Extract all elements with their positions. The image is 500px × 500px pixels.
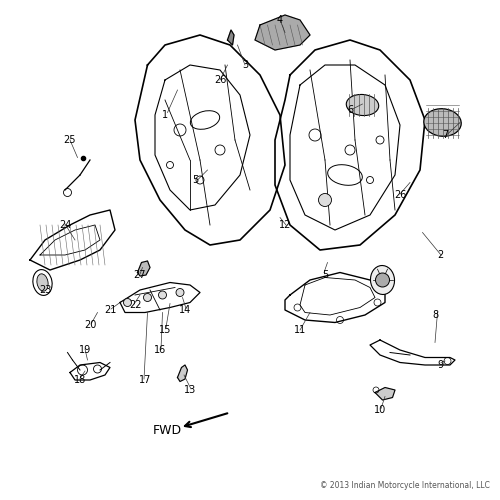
Text: 10: 10 xyxy=(374,405,386,415)
Polygon shape xyxy=(255,15,310,50)
Ellipse shape xyxy=(424,108,461,136)
Circle shape xyxy=(158,291,166,299)
Text: © 2013 Indian Motorcycle International, LLC: © 2013 Indian Motorcycle International, … xyxy=(320,481,490,490)
Text: 22: 22 xyxy=(129,300,141,310)
Text: 8: 8 xyxy=(432,310,438,320)
Text: 13: 13 xyxy=(184,385,196,395)
Text: FWD: FWD xyxy=(152,424,182,436)
Text: 26: 26 xyxy=(214,75,226,85)
Text: 25: 25 xyxy=(64,135,76,145)
Ellipse shape xyxy=(346,94,378,116)
Circle shape xyxy=(144,294,152,302)
Circle shape xyxy=(318,194,332,206)
Circle shape xyxy=(124,298,132,306)
Text: 17: 17 xyxy=(139,375,151,385)
Polygon shape xyxy=(228,30,234,45)
Text: 21: 21 xyxy=(104,305,116,315)
Text: 7: 7 xyxy=(442,130,448,140)
Ellipse shape xyxy=(37,274,48,291)
Text: 23: 23 xyxy=(39,285,51,295)
Ellipse shape xyxy=(370,266,394,294)
Text: 18: 18 xyxy=(74,375,86,385)
Text: 26: 26 xyxy=(394,190,406,200)
Text: 15: 15 xyxy=(159,325,171,335)
Circle shape xyxy=(376,273,390,287)
Text: 16: 16 xyxy=(154,345,166,355)
Polygon shape xyxy=(375,388,395,400)
Text: 11: 11 xyxy=(294,325,306,335)
Polygon shape xyxy=(178,365,188,382)
Text: 2: 2 xyxy=(437,250,443,260)
Text: 24: 24 xyxy=(59,220,71,230)
Circle shape xyxy=(176,288,184,296)
Text: 6: 6 xyxy=(347,105,353,115)
Text: 20: 20 xyxy=(84,320,96,330)
Text: 27: 27 xyxy=(134,270,146,280)
Text: 5: 5 xyxy=(322,270,328,280)
Text: 12: 12 xyxy=(279,220,291,230)
Text: 9: 9 xyxy=(437,360,443,370)
Text: 14: 14 xyxy=(179,305,191,315)
Text: 5: 5 xyxy=(192,175,198,185)
Text: 1: 1 xyxy=(162,110,168,120)
Text: 3: 3 xyxy=(242,60,248,70)
Polygon shape xyxy=(138,261,150,276)
Text: 19: 19 xyxy=(79,345,91,355)
Text: 4: 4 xyxy=(277,15,283,25)
